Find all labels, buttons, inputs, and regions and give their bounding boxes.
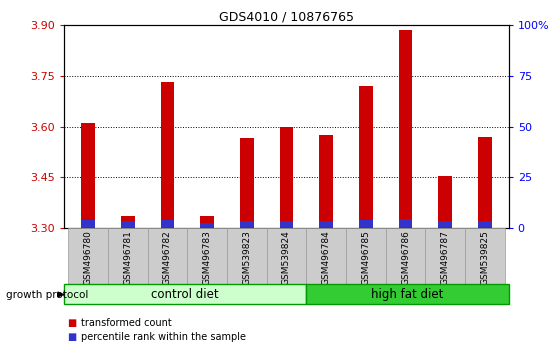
Text: high fat diet: high fat diet	[371, 288, 444, 301]
Bar	[121, 221, 135, 228]
Bar	[478, 221, 492, 228]
Text: GSM496784: GSM496784	[321, 230, 331, 285]
Bar	[240, 221, 254, 228]
Bar	[200, 223, 214, 228]
Bar	[306, 284, 509, 304]
Bar	[359, 220, 373, 228]
Bar	[465, 228, 505, 285]
Text: growth protocol: growth protocol	[6, 290, 88, 299]
Bar	[121, 216, 135, 228]
Bar	[319, 135, 333, 228]
Text: GSM539825: GSM539825	[480, 230, 489, 285]
Bar	[478, 137, 492, 228]
Bar	[438, 221, 452, 228]
Text: GSM496783: GSM496783	[202, 230, 212, 285]
Bar	[160, 82, 174, 228]
Bar	[200, 216, 214, 228]
Bar	[148, 228, 187, 285]
Bar	[280, 221, 293, 228]
Text: ■: ■	[67, 318, 77, 328]
Bar	[68, 228, 108, 285]
Text: control diet: control diet	[151, 288, 219, 301]
Bar	[399, 219, 413, 228]
Bar	[267, 228, 306, 285]
Bar	[306, 228, 346, 285]
Bar	[359, 86, 373, 228]
Text: GSM496787: GSM496787	[440, 230, 449, 285]
Bar	[227, 228, 267, 285]
Bar	[425, 228, 465, 285]
Bar	[319, 221, 333, 228]
Title: GDS4010 / 10876765: GDS4010 / 10876765	[219, 11, 354, 24]
Text: GSM496781: GSM496781	[124, 230, 132, 285]
Text: GSM539823: GSM539823	[242, 230, 252, 285]
Text: GSM496782: GSM496782	[163, 230, 172, 285]
Bar	[160, 220, 174, 228]
Text: GSM496785: GSM496785	[361, 230, 371, 285]
Bar	[81, 123, 95, 228]
Bar	[240, 138, 254, 228]
Bar	[64, 284, 306, 304]
Text: percentile rank within the sample: percentile rank within the sample	[81, 332, 246, 342]
Bar	[399, 30, 413, 228]
Bar	[108, 228, 148, 285]
Bar	[187, 228, 227, 285]
Text: GSM496786: GSM496786	[401, 230, 410, 285]
Text: transformed count: transformed count	[81, 318, 172, 328]
Bar	[438, 176, 452, 228]
Bar	[386, 228, 425, 285]
Text: GSM539824: GSM539824	[282, 230, 291, 285]
Bar	[81, 220, 95, 228]
Bar	[280, 126, 293, 228]
Text: ■: ■	[67, 332, 77, 342]
Text: GSM496780: GSM496780	[84, 230, 93, 285]
Bar	[346, 228, 386, 285]
